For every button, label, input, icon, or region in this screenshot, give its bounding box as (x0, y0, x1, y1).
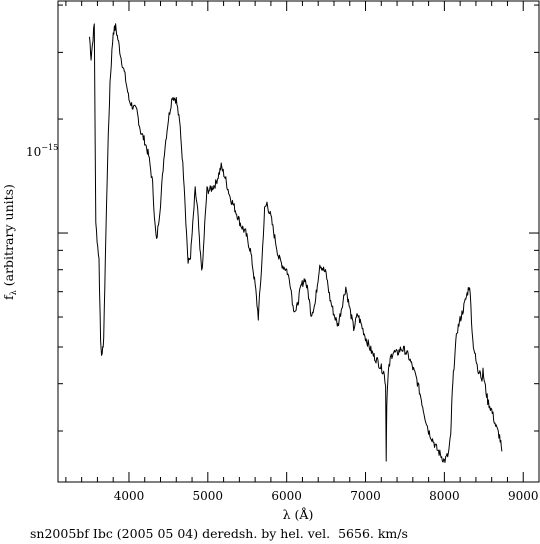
y-major-tick-label: 10−15 (26, 143, 58, 159)
axis-ticks (58, 1, 540, 482)
x-axis-label: λ (Å) (283, 507, 314, 522)
spectrum-caption: sn2005bf Ibc (2005 05 04) deredsh. by he… (30, 526, 408, 541)
x-tick-label: 9000 (508, 489, 539, 503)
x-tick-label: 5000 (193, 489, 224, 503)
x-tick-label: 8000 (429, 489, 460, 503)
x-tick-labels: 4000 5000 6000 7000 8000 9000 (114, 489, 539, 503)
x-tick-label: 6000 (271, 489, 302, 503)
x-tick-label: 4000 (114, 489, 145, 503)
plot-frame (57, 0, 540, 483)
spectrum-line (89, 23, 503, 463)
y-axis-label: fλ (arbitrary units) (1, 184, 18, 300)
x-tick-label: 7000 (350, 489, 381, 503)
